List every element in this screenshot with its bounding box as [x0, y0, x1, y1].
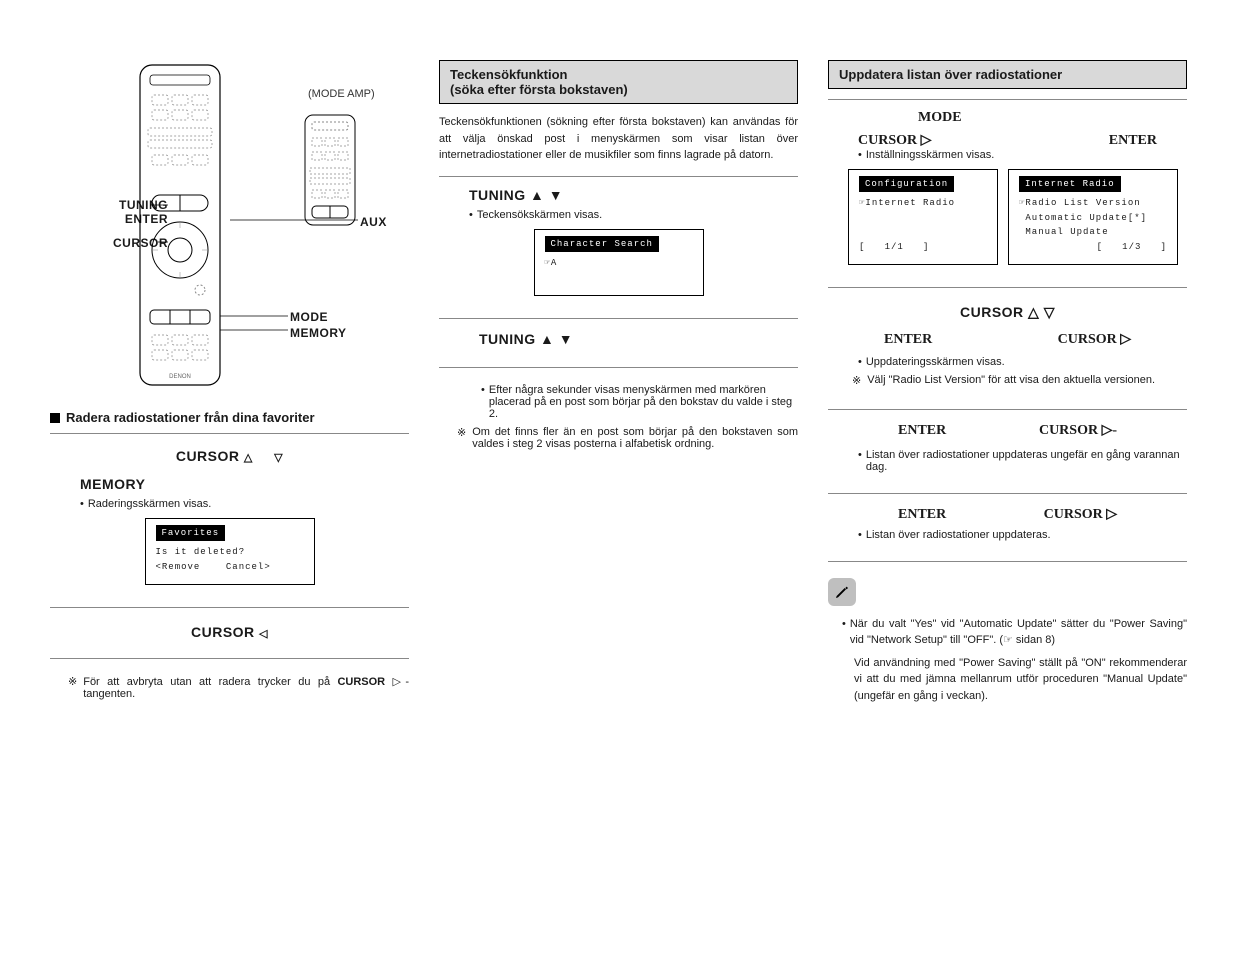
note-marker-icon: ※ — [852, 374, 861, 387]
cursor-up-down-label: CURSOR △ ▽ — [50, 448, 409, 464]
lcd-fav-line1: Is it deleted? — [156, 545, 304, 559]
lcd-ir-footer: [ 1/3 ] — [1019, 240, 1167, 254]
tip-1: •När du valt "Yes" vid "Automatic Update… — [842, 616, 1187, 649]
char-search-step-1: TUNING ▲ ▼ Teckensökskärmen visas. Chara… — [439, 176, 798, 319]
cancel-footnote: ※ För att avbryta utan att radera trycke… — [68, 675, 409, 700]
tuning-step2-label: TUNING ▲ ▼ — [479, 331, 798, 347]
lcd-cs-line1: ☞A — [545, 256, 693, 270]
lcd-config-line1: ☞Internet Radio — [859, 196, 987, 210]
lcd-ir-line3: Manual Update — [1019, 225, 1167, 239]
char-search-intro: Teckensökfunktionen (sökning efter först… — [439, 114, 798, 164]
leader-lines — [50, 60, 410, 400]
section-delete-title: Radera radiostationer från dina favorite… — [66, 410, 315, 425]
mode-label: MODE — [918, 110, 962, 126]
enter-label-4: ENTER — [898, 507, 946, 523]
cursor-left-label: CURSOR ◁ — [50, 624, 409, 640]
update-step-2: CURSOR △ ▽ ENTER CURSOR ▷ Uppdateringssk… — [828, 290, 1187, 410]
lcd-config-title: Configuration — [859, 176, 954, 192]
cursor-updown-label: CURSOR △ ▽ — [828, 304, 1187, 321]
enter-label-3: ENTER — [898, 423, 946, 439]
update-step-4: ENTER CURSOR ▷ Listan över radiostatione… — [828, 496, 1187, 562]
cursor-right-label-2: CURSOR ▷ — [1058, 331, 1131, 348]
lcd-cs-title: Character Search — [545, 236, 659, 252]
update-screen-bullet: Uppdateringsskärmen visas. — [858, 356, 1187, 368]
lcd-configuration: Configuration ☞Internet Radio [ 1/1 ] — [848, 169, 998, 265]
note-marker-icon: ※ — [68, 675, 77, 700]
char-search-header-line1: Teckensökfunktion — [450, 67, 787, 82]
footnote-text: För att avbryta utan att radera trycker … — [83, 675, 409, 700]
column-1: (MODE AMP) TUNING ENTER CURSOR AUX MODE … — [50, 60, 409, 894]
square-bullet-icon — [50, 413, 60, 423]
update-step-1: MODE CURSOR ▷ ENTER Inställningsskärmen … — [828, 99, 1187, 288]
cursor-right-label-4: CURSOR ▷ — [1044, 506, 1117, 523]
lcd-internet-radio: Internet Radio ☞Radio List Version Autom… — [1008, 169, 1178, 265]
lcd-fav-line2: <Remove Cancel> — [156, 560, 304, 574]
multiple-entries-note: ※ Om det finns fler än en post som börja… — [457, 426, 798, 450]
lcd-ir-title: Internet Radio — [1019, 176, 1121, 192]
delete-step-1: CURSOR △ ▽ MEMORY Raderingsskärmen visas… — [50, 433, 409, 608]
pencil-icon — [834, 584, 850, 600]
every-other-day-bullet: Listan över radiostationer uppdateras un… — [858, 449, 1187, 473]
lcd-pair: Configuration ☞Internet Radio [ 1/1 ] In… — [848, 169, 1187, 265]
lcd-fav-title: Favorites — [156, 525, 226, 541]
enter-label-2: ENTER — [884, 332, 932, 348]
tip-2: Vid användning med "Power Saving" ställt… — [842, 655, 1187, 705]
list-updated-bullet: Listan över radiostationer uppdateras. — [858, 529, 1187, 541]
cursor-right-label-3: CURSOR ▷- — [1039, 422, 1117, 439]
column-3: Uppdatera listan över radiostationer MOD… — [828, 60, 1187, 894]
tuning-step1-label: TUNING ▲ ▼ — [469, 187, 798, 203]
lcd-favorites: Favorites Is it deleted? <Remove Cancel> — [145, 518, 315, 585]
enter-label: ENTER — [1109, 133, 1157, 149]
section-delete-favorites: Radera radiostationer från dina favorite… — [50, 410, 409, 425]
char-search-header: Teckensökfunktion (söka efter första bok… — [439, 60, 798, 104]
step1-row1: MODE — [828, 110, 1187, 126]
update-list-header: Uppdatera listan över radiostationer — [828, 60, 1187, 89]
after-seconds-bullet: Efter några sekunder visas menyskärmen m… — [481, 384, 798, 420]
settings-screen-bullet: Inställningsskärmen visas. — [858, 149, 1187, 161]
cursor-right-label: CURSOR ▷ — [858, 132, 931, 149]
char-search-step-2: TUNING ▲ ▼ — [439, 321, 798, 368]
step4-enter-cursor: ENTER CURSOR ▷ — [828, 506, 1187, 523]
char-search-header-line2: (söka efter första bokstaven) — [450, 82, 787, 97]
delete-step-2: CURSOR ◁ — [50, 610, 409, 659]
update-step-3: ENTER CURSOR ▷- Listan över radiostation… — [828, 412, 1187, 494]
step1-row2: CURSOR ▷ ENTER — [828, 132, 1187, 149]
step3-enter-cursor: ENTER CURSOR ▷- — [828, 422, 1187, 439]
tuning-step1-bullet: Teckensökskärmen visas. — [469, 209, 798, 221]
lcd-ir-line1: ☞Radio List Version — [1019, 196, 1167, 210]
remote-diagram: (MODE AMP) TUNING ENTER CURSOR AUX MODE … — [50, 60, 409, 400]
memory-step-label: MEMORY — [80, 476, 409, 492]
lcd-char-search: Character Search ☞A — [534, 229, 704, 296]
column-2: Teckensökfunktion (söka efter första bok… — [439, 60, 798, 894]
tip-badge — [828, 578, 856, 606]
radio-list-version-note: ※ Välj "Radio List Version" för att visa… — [852, 374, 1187, 387]
lcd-ir-line2: Automatic Update[*] — [1019, 211, 1167, 225]
note-marker-icon: ※ — [457, 426, 466, 450]
memory-bullet: Raderingsskärmen visas. — [80, 498, 409, 510]
lcd-config-footer: [ 1/1 ] — [859, 240, 987, 254]
step2-enter-cursor: ENTER CURSOR ▷ — [828, 331, 1187, 348]
